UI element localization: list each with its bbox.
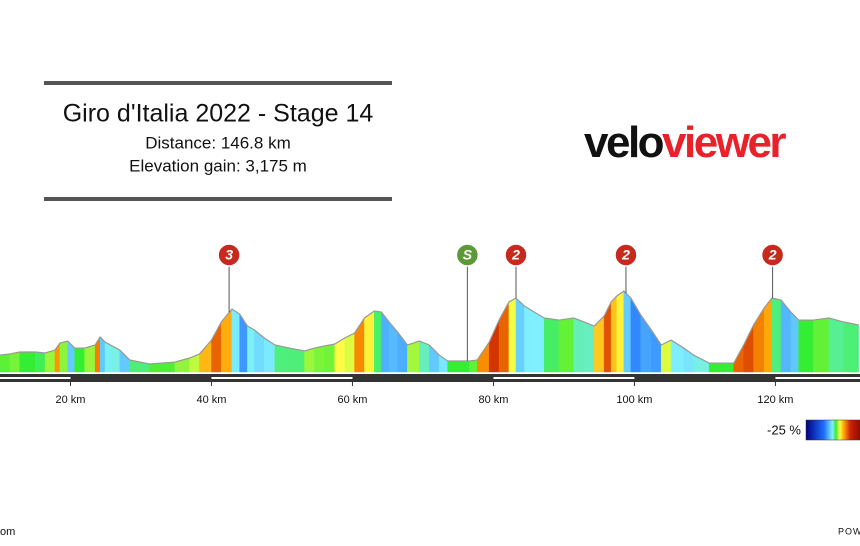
title-rule [44, 197, 392, 201]
elevation-segment [771, 297, 782, 373]
elevation-segment [515, 297, 525, 373]
climb-marker-label: 2 [621, 247, 630, 263]
elevation-segment [74, 347, 85, 373]
axis-stripe [493, 377, 635, 379]
logo-part: viewer [662, 118, 786, 167]
colorbar [805, 419, 860, 441]
elevation-segment [364, 310, 375, 373]
elevation-segment [543, 317, 560, 373]
elevation-segment [534, 311, 545, 373]
footer-text: om [0, 526, 15, 538]
elevation-segment [798, 319, 814, 373]
elevation-segment [813, 317, 830, 373]
elevation-segment [274, 344, 290, 373]
chart-title: Giro d'Italia 2022 - Stage 14 [63, 100, 374, 128]
climb-marker [760, 243, 785, 267]
climb-marker [455, 243, 480, 267]
elevation-segment [44, 349, 56, 373]
elevation-segment [19, 351, 36, 373]
elevation-segment [407, 340, 420, 373]
elevation-segment [374, 310, 382, 373]
elevation-segment [99, 336, 106, 373]
legend-label: -25 % [767, 422, 801, 437]
logo-part: velo [584, 118, 664, 167]
subtitle: Elevation gain: 3,175 m [129, 156, 307, 175]
axis-bar [0, 374, 860, 382]
climb-marker-label: 2 [768, 247, 777, 263]
elevation-segment [84, 344, 96, 373]
elevation-segment [247, 325, 255, 373]
elevation-segment [558, 317, 575, 373]
x-tick-label: 60 km [337, 394, 367, 406]
elevation-segment [623, 290, 632, 373]
x-tick-label: 20 km [56, 394, 86, 406]
climb-marker-label: S [463, 247, 473, 263]
axis-stripe [775, 377, 860, 379]
elevation-segment [0, 353, 11, 373]
climb-marker-label: 3 [225, 247, 233, 263]
climb-marker-label: 2 [511, 247, 520, 263]
elevation-segment [419, 340, 430, 373]
subtitle: Distance: 146.8 km [145, 133, 291, 152]
elevation-segment [9, 351, 20, 373]
axis-stripe [0, 377, 71, 379]
elevation-segment [314, 345, 325, 373]
climb-marker [217, 243, 241, 267]
elevation-segment [469, 359, 478, 373]
elevation-segment [790, 311, 799, 373]
elevation-outline [0, 290, 859, 365]
x-tick-label: 40 km [196, 394, 226, 406]
title-rule [44, 81, 392, 85]
elevation-segment [828, 317, 845, 373]
logo: veloviewer [584, 118, 786, 167]
elevation-segment [447, 360, 470, 373]
axis-stripe [211, 377, 353, 379]
elevation-segment [289, 347, 305, 373]
elevation-segment [324, 343, 336, 373]
elevation-segment [231, 308, 240, 373]
elevation-segment [610, 295, 618, 373]
elevation-segment [508, 297, 517, 373]
elevation-segment [708, 362, 735, 373]
elevation-segment [59, 340, 68, 373]
elevation-segment [34, 351, 46, 373]
x-tick-label: 120 km [757, 394, 793, 406]
elevation-segment [104, 341, 113, 373]
climb-marker [504, 243, 528, 267]
elevation-segment [524, 305, 535, 373]
x-tick-label: 100 km [616, 394, 652, 406]
x-tick-label: 80 km [478, 394, 508, 406]
elevation-segment [616, 290, 625, 373]
elevation-segment [763, 297, 773, 373]
elevation-segment [843, 321, 859, 373]
climb-marker [614, 243, 638, 267]
elevation-segment [344, 332, 355, 373]
elevation-segment [304, 347, 315, 373]
footer-text: POW [838, 526, 860, 536]
elevation-segment [573, 317, 585, 373]
elevation-segment [584, 321, 595, 373]
